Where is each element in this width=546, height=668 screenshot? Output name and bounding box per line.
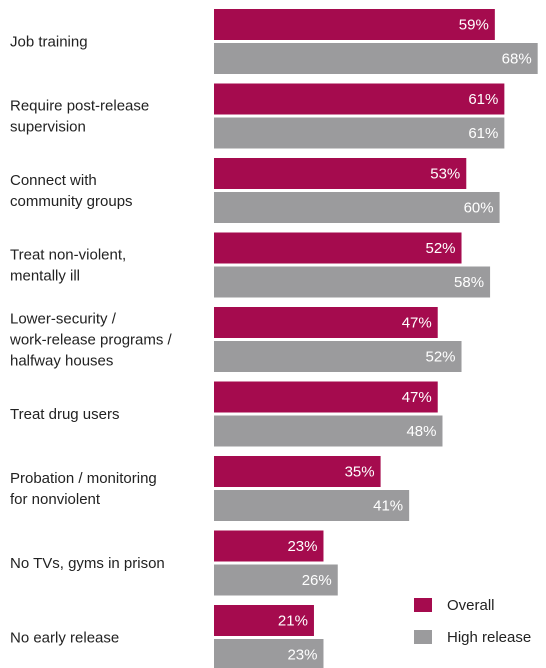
data-label: 26% bbox=[302, 572, 332, 589]
category-label: Connect with bbox=[10, 172, 97, 189]
bar-high-release bbox=[214, 639, 324, 668]
bar-overall bbox=[214, 605, 314, 636]
category-label: Lower-security / bbox=[10, 311, 117, 328]
data-label: 47% bbox=[402, 389, 432, 406]
bar-high-release bbox=[214, 43, 538, 74]
bar-high-release bbox=[214, 117, 505, 149]
data-label: 23% bbox=[287, 647, 317, 664]
category-label: Require post-release bbox=[10, 98, 149, 115]
bar-overall bbox=[214, 530, 324, 562]
category-label: halfway houses bbox=[10, 353, 113, 370]
data-label: 61% bbox=[468, 125, 498, 142]
bars bbox=[214, 9, 538, 668]
data-label: 60% bbox=[464, 200, 494, 217]
data-label: 52% bbox=[425, 349, 455, 366]
data-label: 47% bbox=[402, 315, 432, 332]
data-label: 23% bbox=[287, 538, 317, 555]
data-label: 35% bbox=[345, 464, 375, 481]
category-label: Treat drug users bbox=[10, 406, 120, 423]
bar-high-release bbox=[214, 490, 410, 521]
data-label: 41% bbox=[373, 498, 403, 515]
bar-overall bbox=[214, 307, 438, 338]
data-label: 48% bbox=[406, 423, 436, 440]
value-labels: 59% 68% 61% 61% 53%60% 52% 58% 47% 52% 47% 48% 35% 4… bbox=[278, 17, 532, 664]
bar-overall bbox=[214, 232, 462, 264]
bar-high-release bbox=[214, 564, 338, 596]
bar-overall bbox=[214, 83, 505, 115]
category-label: supervision bbox=[10, 119, 86, 136]
data-label: 58% bbox=[454, 274, 484, 291]
bar-overall bbox=[214, 381, 438, 413]
bar-high-release bbox=[214, 341, 462, 372]
legend: Overall High release bbox=[414, 597, 531, 646]
category-label: Treat non-violent, bbox=[10, 247, 126, 264]
bar-high-release bbox=[214, 266, 491, 298]
legend-swatch bbox=[414, 598, 432, 612]
category-label: mentally ill bbox=[10, 268, 80, 285]
data-label: 59% bbox=[459, 17, 489, 34]
category-label: Job training bbox=[10, 34, 88, 51]
data-label: 21% bbox=[278, 613, 308, 630]
data-label: 53% bbox=[430, 166, 460, 183]
data-label: 68% bbox=[502, 51, 532, 68]
bar-overall bbox=[214, 158, 467, 189]
data-label: 52% bbox=[425, 240, 455, 257]
legend-label: Overall bbox=[447, 597, 495, 614]
bar-high-release bbox=[214, 415, 443, 447]
bar-overall bbox=[214, 456, 381, 487]
data-label: 61% bbox=[468, 91, 498, 108]
category-label: Probation / monitoring bbox=[10, 470, 157, 487]
category-label: No early release bbox=[10, 630, 119, 647]
bar-overall bbox=[214, 9, 495, 40]
category-labels: Job training Require post-release supervis… bbox=[9, 34, 173, 647]
legend-label: High release bbox=[447, 629, 531, 646]
category-label: for nonviolent bbox=[10, 491, 101, 508]
category-label: community groups bbox=[10, 193, 133, 210]
bar-high-release bbox=[214, 192, 500, 223]
category-label: No TVs, gyms in prison bbox=[10, 555, 165, 572]
legend-swatch bbox=[414, 630, 432, 644]
category-label: work-release programs / bbox=[9, 332, 173, 349]
